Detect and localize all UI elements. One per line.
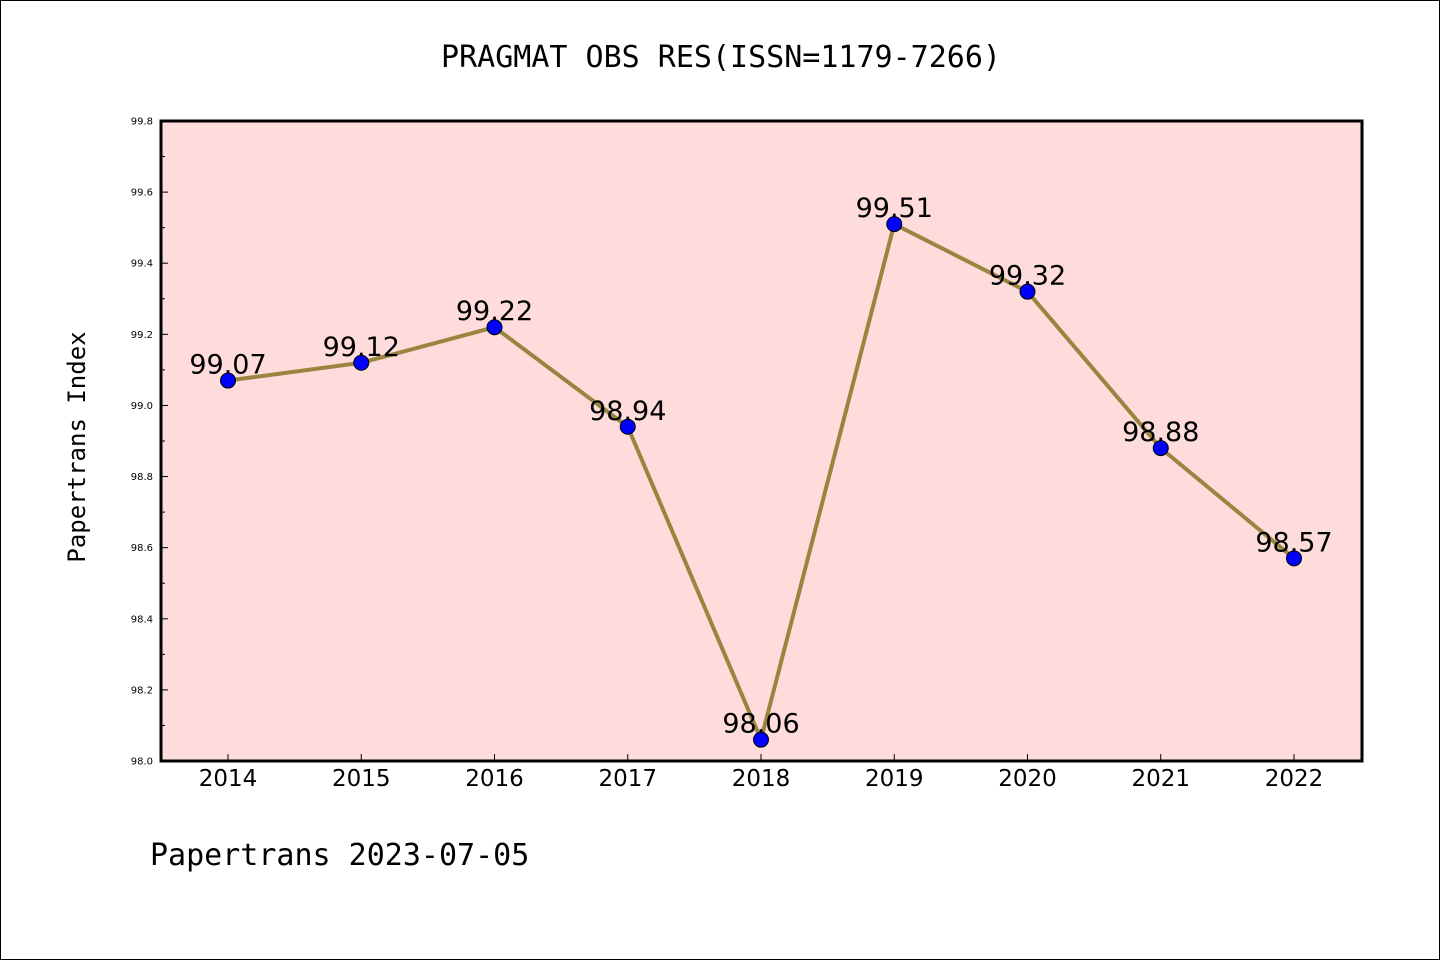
data-label: 99.51	[856, 193, 933, 224]
x-axis: 2014 2015 2016 2017 2018 2019 2020 2021 2022	[199, 754, 1324, 792]
x-tick-label: 2021	[1131, 766, 1190, 792]
data-label: 98.06	[722, 709, 799, 740]
data-label: 99.12	[323, 332, 400, 363]
y-tick-label: 99.8	[131, 117, 153, 128]
data-label: 98.88	[1122, 417, 1199, 448]
data-point	[220, 372, 236, 389]
y-tick-label: 98.8	[131, 472, 153, 483]
y-axis: 98.0 98.2 98.4 98.6 98.8 99.0 99.2 99.4 99.6 99.8	[131, 117, 168, 768]
x-tick-label: 2019	[865, 766, 924, 792]
y-tick-label: 98.2	[131, 685, 153, 696]
data-label: 99.22	[456, 296, 533, 327]
data-point	[619, 418, 636, 435]
y-tick-label: 98.6	[131, 543, 153, 554]
footer-credit: Papertrans 2023-07-05	[150, 838, 529, 873]
y-tick-label: 99.2	[131, 330, 153, 341]
y-tick-label: 99.4	[131, 259, 153, 270]
data-label: 99.07	[189, 350, 266, 381]
y-axis-title: Papertrans Index	[63, 331, 91, 562]
x-tick-label: 2017	[598, 766, 657, 792]
x-tick-label: 2014	[199, 766, 258, 792]
chart-title: PRAGMAT OBS RES(ISSN=1179-7266)	[441, 40, 1001, 75]
y-tick-label: 98.0	[131, 757, 153, 768]
data-point	[486, 319, 503, 336]
data-point	[753, 731, 769, 748]
data-label: 98.57	[1255, 527, 1332, 558]
data-point	[1152, 440, 1169, 457]
x-tick-label: 2016	[465, 766, 524, 792]
x-tick-label: 2022	[1265, 766, 1324, 792]
data-point	[1286, 550, 1302, 567]
data-label: 98.94	[589, 396, 666, 427]
y-tick-label: 98.4	[131, 614, 153, 625]
y-tick-label: 99.6	[131, 188, 153, 199]
data-point	[886, 216, 903, 233]
x-tick-label: 2018	[732, 766, 791, 792]
data-point	[353, 354, 370, 371]
x-tick-label: 2015	[332, 766, 391, 792]
x-tick-label: 2020	[998, 766, 1057, 792]
series-group: 99.07 99.12 99.22 98.94 98.06 99.51 99.32 98.88…	[189, 193, 1333, 748]
data-point	[1019, 283, 1036, 300]
data-label: 99.32	[989, 261, 1066, 292]
y-tick-label: 99.0	[131, 401, 153, 412]
